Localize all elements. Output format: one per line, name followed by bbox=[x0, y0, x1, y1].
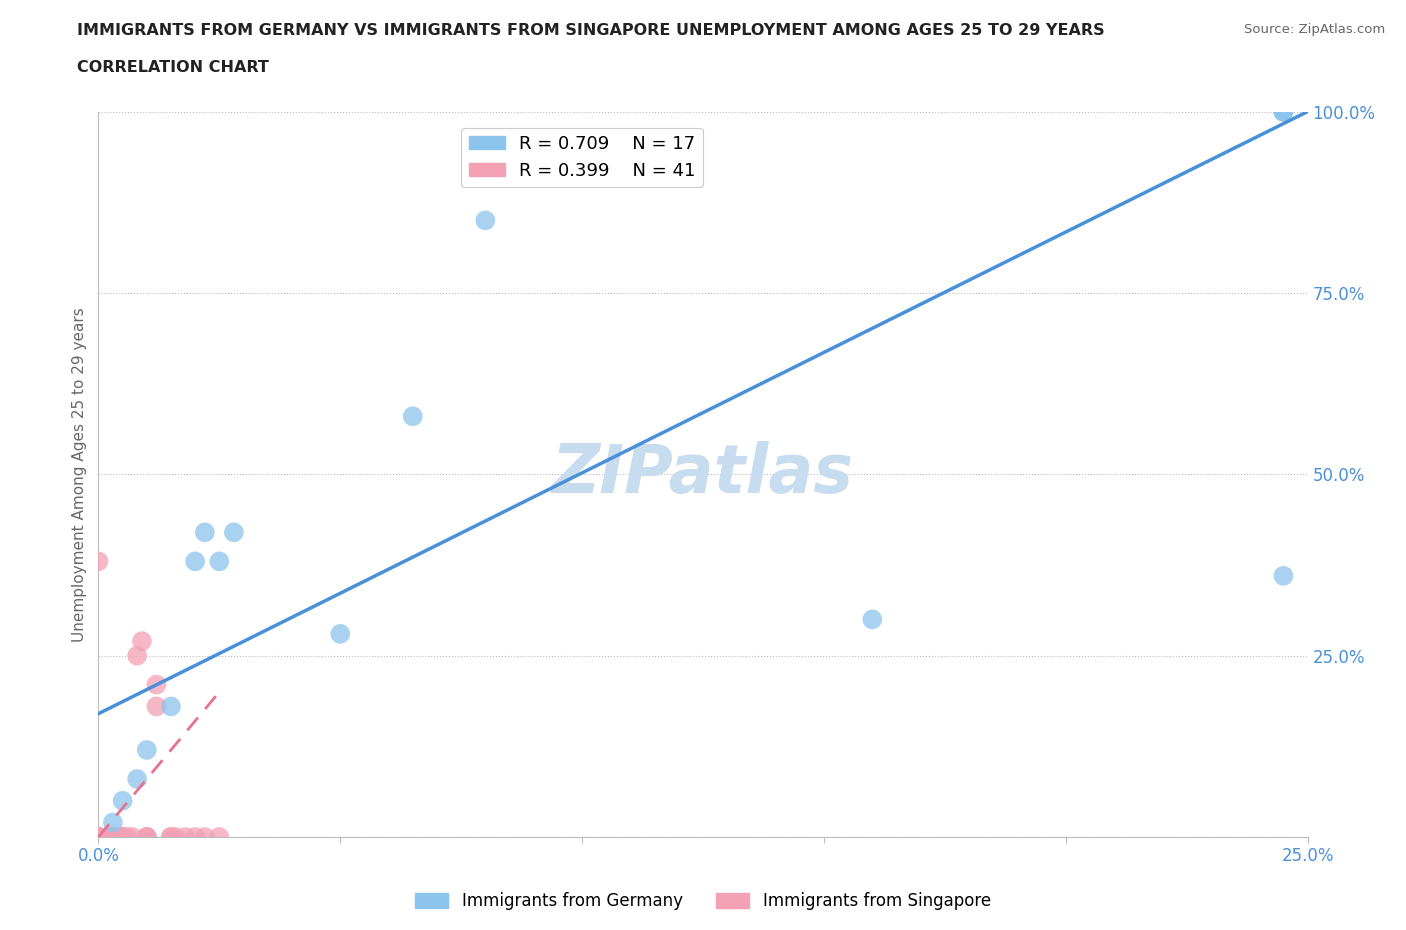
Text: IMMIGRANTS FROM GERMANY VS IMMIGRANTS FROM SINGAPORE UNEMPLOYMENT AMONG AGES 25 : IMMIGRANTS FROM GERMANY VS IMMIGRANTS FR… bbox=[77, 23, 1105, 38]
Text: CORRELATION CHART: CORRELATION CHART bbox=[77, 60, 269, 75]
Point bbox=[135, 742, 157, 757]
Point bbox=[111, 830, 134, 844]
Point bbox=[402, 409, 425, 424]
Point bbox=[329, 627, 352, 642]
Point bbox=[1272, 568, 1295, 583]
Point bbox=[194, 830, 217, 844]
Text: ZIPatlas: ZIPatlas bbox=[553, 442, 853, 507]
Point bbox=[165, 830, 187, 844]
Point bbox=[87, 830, 110, 844]
Point bbox=[222, 525, 245, 539]
Text: Source: ZipAtlas.com: Source: ZipAtlas.com bbox=[1244, 23, 1385, 36]
Point bbox=[87, 554, 110, 569]
Point bbox=[145, 699, 167, 714]
Point bbox=[87, 830, 110, 844]
Point bbox=[1272, 104, 1295, 119]
Point bbox=[208, 554, 231, 569]
Point bbox=[135, 830, 157, 844]
Legend: Immigrants from Germany, Immigrants from Singapore: Immigrants from Germany, Immigrants from… bbox=[408, 885, 998, 917]
Point bbox=[111, 830, 134, 844]
Point bbox=[174, 830, 197, 844]
Point bbox=[87, 830, 110, 844]
Point bbox=[184, 830, 207, 844]
Point bbox=[87, 830, 110, 844]
Point bbox=[87, 830, 110, 844]
Y-axis label: Unemployment Among Ages 25 to 29 years: Unemployment Among Ages 25 to 29 years bbox=[72, 307, 87, 642]
Point bbox=[160, 830, 183, 844]
Point bbox=[117, 830, 139, 844]
Point bbox=[97, 830, 120, 844]
Point bbox=[145, 677, 167, 692]
Point bbox=[107, 830, 129, 844]
Point bbox=[101, 830, 124, 844]
Point bbox=[87, 830, 110, 844]
Point bbox=[135, 830, 157, 844]
Point bbox=[97, 830, 120, 844]
Point bbox=[101, 815, 124, 830]
Point bbox=[184, 554, 207, 569]
Point bbox=[87, 830, 110, 844]
Legend: R = 0.709    N = 17, R = 0.399    N = 41: R = 0.709 N = 17, R = 0.399 N = 41 bbox=[461, 128, 703, 187]
Point bbox=[87, 830, 110, 844]
Point bbox=[111, 830, 134, 844]
Point bbox=[87, 830, 110, 844]
Point bbox=[121, 830, 143, 844]
Point bbox=[111, 830, 134, 844]
Point bbox=[131, 633, 153, 648]
Point bbox=[160, 699, 183, 714]
Point bbox=[87, 830, 110, 844]
Point bbox=[127, 648, 149, 663]
Point bbox=[87, 830, 110, 844]
Point bbox=[860, 612, 883, 627]
Point bbox=[87, 830, 110, 844]
Point bbox=[101, 830, 124, 844]
Point bbox=[194, 525, 217, 539]
Point bbox=[135, 830, 157, 844]
Point bbox=[111, 793, 134, 808]
Point bbox=[87, 830, 110, 844]
Point bbox=[1272, 104, 1295, 119]
Point bbox=[208, 830, 231, 844]
Point bbox=[474, 213, 496, 228]
Point bbox=[87, 830, 110, 844]
Point bbox=[160, 830, 183, 844]
Point bbox=[1272, 104, 1295, 119]
Point bbox=[101, 830, 124, 844]
Point bbox=[127, 772, 149, 787]
